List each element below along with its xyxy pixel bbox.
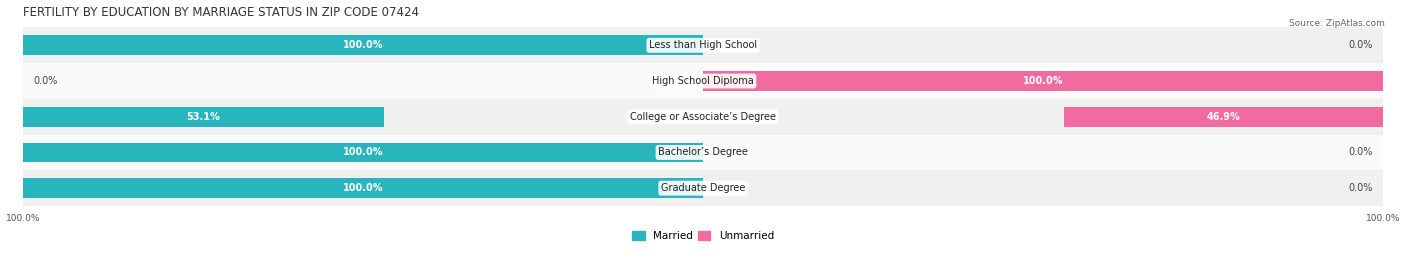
Bar (22, 27, 1384, 63)
Text: Less than High School: Less than High School (650, 40, 756, 50)
Bar (22, 99, 1384, 134)
Text: Graduate Degree: Graduate Degree (661, 183, 745, 193)
Text: 0.0%: 0.0% (1348, 147, 1372, 157)
Text: 100.0%: 100.0% (343, 183, 384, 193)
Text: FERTILITY BY EDUCATION BY MARRIAGE STATUS IN ZIP CODE 07424: FERTILITY BY EDUCATION BY MARRIAGE STATU… (22, 6, 419, 19)
Text: 0.0%: 0.0% (34, 76, 58, 86)
Text: Bachelor’s Degree: Bachelor’s Degree (658, 147, 748, 157)
Text: 0.0%: 0.0% (1348, 183, 1372, 193)
Bar (22, 36, 703, 55)
Text: 53.1%: 53.1% (187, 112, 221, 122)
Text: 100.0%: 100.0% (1022, 76, 1063, 86)
Text: Source: ZipAtlas.com: Source: ZipAtlas.com (1289, 19, 1385, 28)
Bar (22, 143, 703, 162)
Bar (22, 107, 384, 127)
Text: 46.9%: 46.9% (1206, 112, 1240, 122)
Bar (703, 71, 1384, 91)
Bar (22, 134, 1384, 170)
Text: College or Associate’s Degree: College or Associate’s Degree (630, 112, 776, 122)
Bar (1064, 107, 1384, 127)
Bar (22, 170, 1384, 206)
Legend: Married, Unmarried: Married, Unmarried (628, 227, 778, 245)
Text: High School Diploma: High School Diploma (652, 76, 754, 86)
Bar (22, 63, 1384, 99)
Text: 0.0%: 0.0% (1348, 40, 1372, 50)
Bar (22, 178, 703, 198)
Text: 100.0%: 100.0% (343, 40, 384, 50)
Text: 100.0%: 100.0% (343, 147, 384, 157)
